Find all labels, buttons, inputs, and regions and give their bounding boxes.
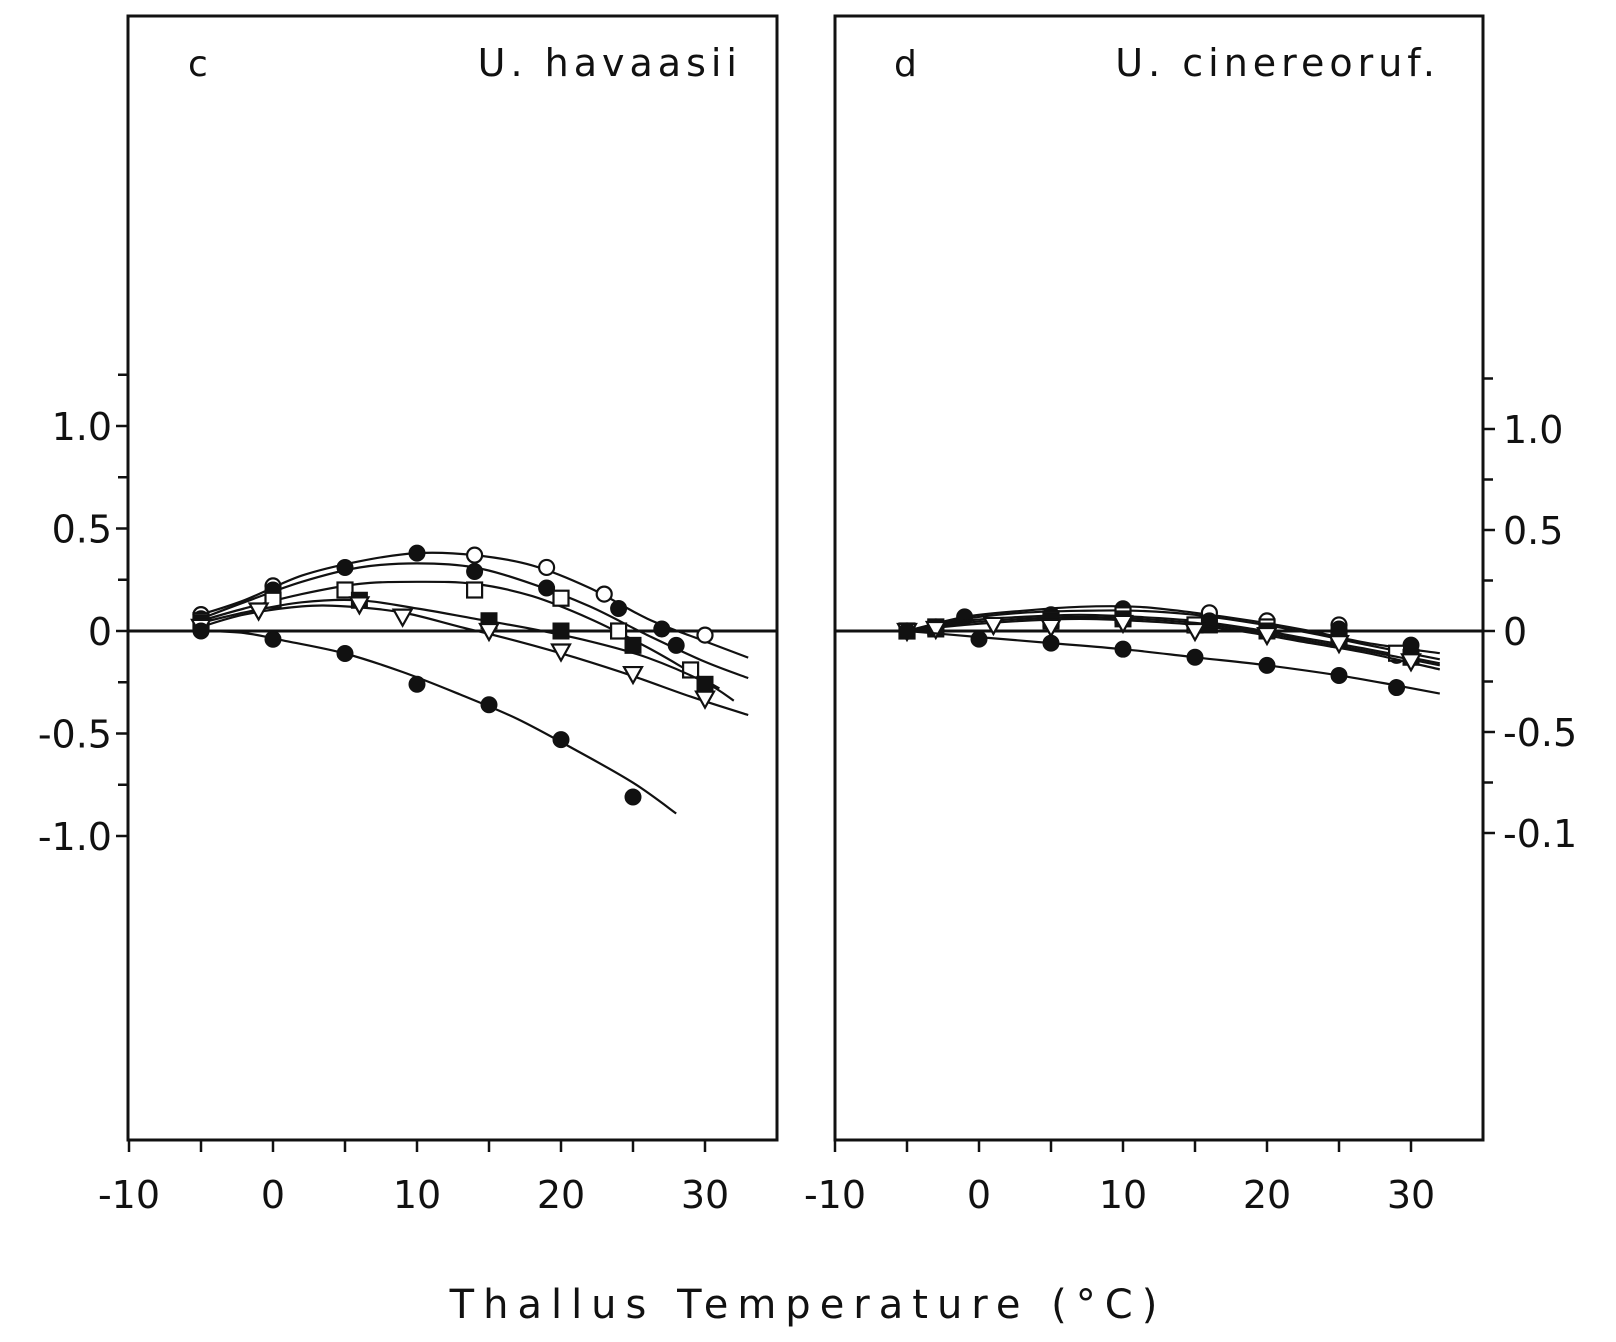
panel-c-series-6-curve [200,629,677,815]
panel-c-x-tick-label: -10 [98,1173,160,1217]
panel-c-series-6-point [480,696,498,714]
panel-d-x-tick-label: 20 [1243,1173,1291,1217]
panel-c-series-6-point [552,731,570,749]
panel-c-plot-frame [126,14,779,1142]
panel-c-series-5-point [391,608,414,628]
panel-c-series-2-point [653,620,671,638]
panel-c-series-3-point [609,622,628,640]
panel-c-series-5-point [348,596,371,616]
panel-d-series-6-point [1258,656,1276,674]
panel-d: d U. cinereoruf. -10 0 10 20 30 -0.1 -0.5 0 0.5 1… [804,14,1577,1217]
panel-d-series-5-point [1256,626,1278,647]
panel-d-x-tick-label: 0 [967,1173,991,1217]
panel-c-series-1-point [466,546,484,564]
panel-d-x-tick-label: 30 [1387,1173,1435,1217]
panel-c-series-6 [192,622,677,815]
panel-c-x-tick-label: 0 [261,1173,285,1217]
panel-d-title: U. cinereoruf. [1115,41,1440,85]
panel-d-y-tick-label: 1.0 [1503,408,1563,452]
panel-d-y-tick-label: -0.1 [1503,812,1577,856]
panel-c-series-6-point [192,622,210,640]
panel-d-series-6 [898,622,1440,697]
panel-c-series-2-point [408,544,426,562]
panel-c-series-6-point [336,645,354,663]
panel-c-series-4-curve [200,598,735,702]
panel-c-series-5-point [622,665,644,686]
panel-d-x-tick-label: -10 [804,1173,866,1217]
x-axis-title: Thallus Temperature (°C) [449,1282,1167,1328]
panel-d-plot-frame [833,14,1485,1142]
panel-d-series-5-point [1040,618,1062,639]
panel-d-series-5-point [1328,635,1350,655]
panel-d-letter: d [894,44,917,85]
panel-c-series-2-point [538,579,556,597]
panel-d-y-tick-label: 0.5 [1503,509,1563,553]
panel-c-x-tick-label: 30 [681,1173,729,1217]
panel-c-series-2-curve [200,562,749,680]
panel-c-series-6-point [624,788,642,806]
panel-d-series-6-point [898,622,916,640]
panel-d-series-6-point [970,630,988,648]
panel-d-x-tick-label: 10 [1099,1173,1147,1217]
panel-d-series-6-point [1388,679,1406,697]
panel-d-series-5-point [1184,622,1206,643]
panel-d-series-5-point [1112,614,1134,635]
panel-c-series-4-point [624,636,642,654]
panel-d-series-6-point [1186,648,1204,666]
panel-c-y-tick-label: 1.0 [52,405,112,449]
panel-c-series-2-point [336,558,354,576]
panel-c-x-tick-label: 10 [393,1173,441,1217]
panel-c-series-1-point [595,585,613,603]
panel-d-series-5-point [1400,653,1422,673]
panel-c-series-3-point [466,581,484,599]
panel-c: c U. havaasii -10 0 10 20 30 -1.0 -0.5 0 0.5 1.0 [38,14,779,1217]
panel-c-letter: c [188,44,208,85]
panel-c-series-6-point [408,675,426,693]
panel-c-series-2-point [667,636,685,654]
panel-c-series-5-point [247,602,270,622]
panel-c-series-5-curve [200,604,749,717]
panel-d-y-tick-label: -0.5 [1503,711,1577,755]
panel-c-series-2-point [466,563,484,581]
panel-c-series-5-point [694,690,716,710]
panel-c-series-4-point [696,675,714,693]
panel-c-x-tick-label: 20 [537,1173,585,1217]
panel-c-y-tick-label: 0 [88,610,112,654]
panel-c-series-3-point [552,589,570,607]
panel-d-series-6-point [1330,666,1348,684]
panel-c-series-5-point [478,622,500,643]
panel-c-series-6-point [264,630,282,648]
panel-d-series-6-point [1042,634,1060,652]
panel-c-y-tick-label: -0.5 [38,713,112,757]
panel-d-series-6-point [1114,640,1132,658]
panel-d-y-tick-label: 0 [1503,610,1527,654]
panel-d-series-5-point [982,616,1005,637]
panel-c-series-2-point [610,599,628,617]
panel-c-series-4-point [552,622,570,640]
panel-c-y-tick-label: 0.5 [52,508,112,552]
panel-c-series-5-point [550,643,572,663]
panel-c-series-1-point [696,626,714,644]
panel-c-series-1-point [537,558,556,577]
panel-d-series-5-point [924,620,947,641]
panel-c-series-3-point [336,581,354,599]
panel-c-y-tick-label: -1.0 [38,815,112,859]
panel-c-title: U. havaasii [478,41,742,85]
